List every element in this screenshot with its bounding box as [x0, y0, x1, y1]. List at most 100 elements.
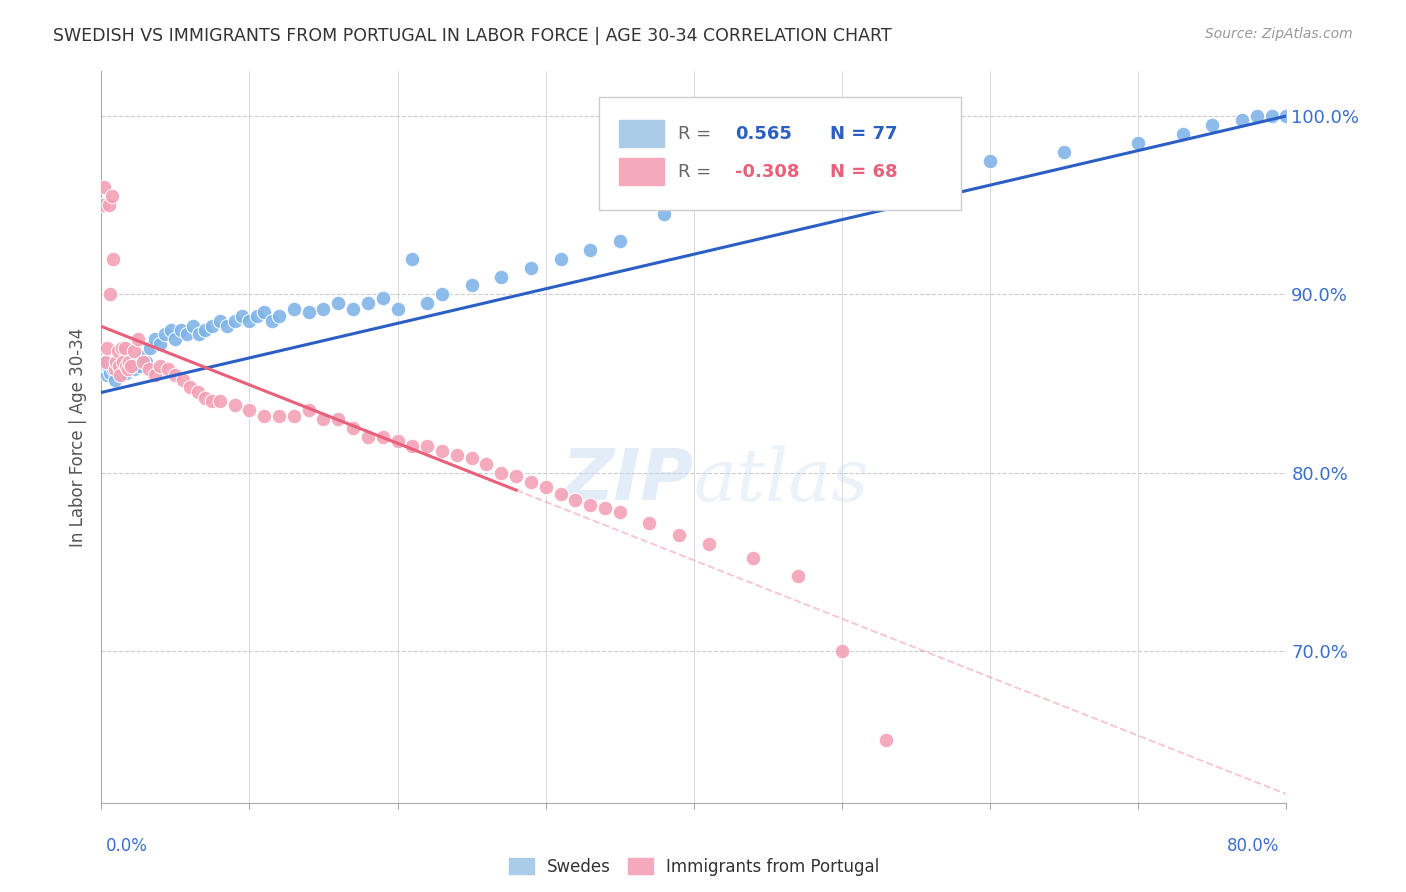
Point [149, 337, 172, 351]
Point [217, 319, 239, 334]
Point [786, 569, 808, 583]
Point [298, 305, 321, 319]
Text: atlas: atlas [695, 446, 869, 516]
Text: -0.308: -0.308 [735, 162, 800, 180]
Point [609, 505, 631, 519]
Point [127, 332, 149, 346]
Point [156, 362, 179, 376]
Point [105, 359, 128, 373]
Point [460, 278, 482, 293]
Point [1171, 127, 1194, 141]
Point [208, 394, 231, 409]
Point [107, 344, 129, 359]
Point [564, 492, 586, 507]
Point [100, 359, 122, 373]
Point [491, 269, 513, 284]
Point [446, 448, 468, 462]
Point [430, 287, 453, 301]
Point [387, 434, 409, 448]
Point [534, 480, 557, 494]
Point [416, 439, 439, 453]
Point [143, 368, 166, 382]
Point [96, 341, 118, 355]
Point [114, 359, 136, 373]
Point [491, 466, 513, 480]
Point [875, 733, 897, 747]
Point [98, 287, 121, 301]
Point [401, 439, 423, 453]
Point [1128, 136, 1150, 150]
Point [91, 198, 114, 212]
Y-axis label: In Labor Force | Age 30-34: In Labor Force | Age 30-34 [69, 327, 87, 547]
Legend: Swedes, Immigrants from Portugal: Swedes, Immigrants from Portugal [502, 851, 886, 882]
Point [111, 368, 134, 382]
Point [201, 319, 224, 334]
Point [460, 451, 482, 466]
Point [609, 234, 631, 248]
Point [194, 391, 217, 405]
Point [108, 362, 131, 376]
Text: ZIP: ZIP [561, 447, 695, 516]
Point [401, 252, 423, 266]
Point [550, 252, 572, 266]
Point [118, 359, 141, 373]
Text: N = 77: N = 77 [830, 125, 897, 143]
Point [371, 291, 394, 305]
Point [208, 314, 231, 328]
Point [143, 332, 166, 346]
Point [110, 359, 132, 373]
Point [1201, 118, 1223, 132]
Bar [619, 158, 664, 186]
Point [165, 368, 187, 382]
Point [697, 189, 720, 203]
Point [105, 355, 128, 369]
Point [283, 301, 305, 316]
Bar [619, 120, 664, 147]
Point [138, 362, 160, 376]
Point [94, 359, 117, 373]
Point [135, 355, 157, 369]
Point [312, 412, 335, 426]
Point [97, 362, 120, 376]
Point [253, 305, 276, 319]
Point [1230, 112, 1253, 127]
Point [115, 366, 138, 380]
Point [1053, 145, 1076, 159]
Point [132, 355, 155, 369]
Point [328, 412, 350, 426]
Point [107, 355, 129, 369]
Point [357, 296, 380, 310]
Point [224, 398, 246, 412]
Point [122, 344, 145, 359]
Point [93, 362, 115, 376]
Point [238, 403, 260, 417]
FancyBboxPatch shape [599, 97, 960, 211]
Point [94, 355, 117, 369]
Point [112, 362, 135, 376]
Point [1260, 109, 1282, 123]
Point [520, 475, 543, 489]
Text: Source: ZipAtlas.com: Source: ZipAtlas.com [1205, 27, 1353, 41]
Point [132, 350, 155, 364]
Point [179, 380, 201, 394]
Point [224, 314, 246, 328]
Point [172, 373, 194, 387]
Point [108, 359, 131, 373]
Point [188, 326, 211, 341]
Point [122, 362, 145, 376]
Point [430, 444, 453, 458]
Point [260, 314, 283, 328]
Point [101, 252, 124, 266]
Point [194, 323, 217, 337]
Point [668, 528, 690, 542]
Point [342, 421, 364, 435]
Point [1246, 109, 1268, 123]
Point [328, 296, 350, 310]
Point [201, 394, 224, 409]
Point [231, 309, 253, 323]
Point [125, 355, 148, 369]
Text: 0.0%: 0.0% [105, 837, 148, 855]
Point [139, 341, 162, 355]
Point [416, 296, 439, 310]
Point [153, 326, 176, 341]
